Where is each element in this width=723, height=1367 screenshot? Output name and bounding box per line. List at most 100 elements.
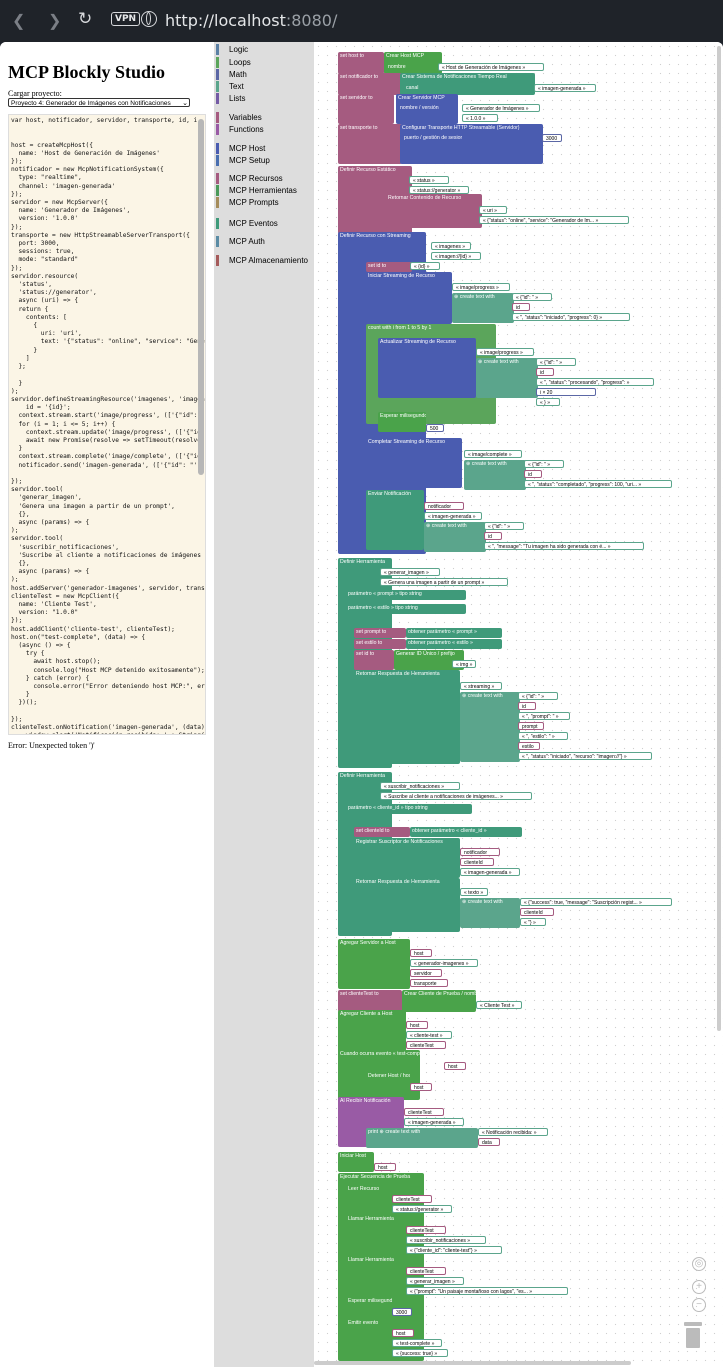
code-scrollbar[interactable] — [198, 119, 204, 475]
block-input-value[interactable]: « {"id": " » — [518, 692, 558, 700]
block-input-value[interactable]: host — [406, 1021, 428, 1029]
workspace-block[interactable]: obtener parámetro « prompt » — [406, 628, 502, 638]
block-input-value[interactable]: clienteId — [460, 858, 494, 866]
workspace-block[interactable]: Emitir evento — [346, 1319, 392, 1357]
workspace-block[interactable]: set id to — [354, 650, 394, 670]
address-bar[interactable]: http://localhost:8080/ — [165, 11, 337, 30]
reload-icon[interactable]: ↻ — [78, 9, 93, 28]
workspace-block[interactable]: ⊕ create text with — [460, 898, 520, 928]
workspace-block[interactable]: Llamar Herramienta — [346, 1215, 406, 1255]
toolbox-category[interactable]: MCP Herramientas — [214, 185, 297, 196]
block-input-value[interactable]: « Suscribe al cliente a notificaciones d… — [380, 792, 532, 800]
block-input-value[interactable]: « imagen://{id} » — [431, 252, 481, 260]
workspace-block[interactable]: set servidor to — [338, 94, 394, 124]
workspace-block[interactable]: Leer Recurso — [346, 1185, 392, 1217]
toolbox-category[interactable]: MCP Auth — [214, 236, 265, 247]
block-input-value[interactable]: « imagen-generada » — [404, 1118, 464, 1126]
block-input-value[interactable]: « {"id": " » — [512, 293, 552, 301]
block-input-value[interactable]: prompt — [518, 722, 544, 730]
workspace-block[interactable]: ⊕ create text with — [476, 358, 538, 398]
toolbox-category[interactable]: MCP Setup — [214, 155, 270, 166]
block-input-value[interactable]: servidor — [410, 969, 442, 977]
workspace-block[interactable]: set clienteTest to — [338, 990, 402, 1012]
block-input-value[interactable]: host — [392, 1329, 414, 1337]
block-input-value[interactable]: « ", "status": "completado", "progress":… — [524, 480, 672, 488]
block-input-value[interactable]: « ", "status": "procesando", "progress":… — [536, 378, 654, 386]
workspace-block[interactable]: Registrar Suscriptor de Notificaciones — [354, 838, 460, 878]
project-select[interactable]: Proyecto 4: Generador de Imágenes con No… — [8, 98, 190, 107]
block-input-value[interactable]: « ", "status": "iniciado", "progress": 0… — [512, 313, 630, 321]
toolbox-category[interactable]: Loops — [214, 57, 251, 68]
workspace-block[interactable]: parámetro « prompt » tipo string — [346, 590, 466, 600]
block-input-value[interactable]: i × 20 — [536, 388, 596, 396]
block-input-value[interactable]: 3000 — [392, 1308, 412, 1316]
block-input-value[interactable]: « suscribir_notificaciones » — [406, 1236, 486, 1244]
block-input-value[interactable]: « suscribir_notificaciones » — [380, 782, 460, 790]
zoom-in-icon[interactable]: + — [692, 1280, 706, 1294]
workspace-block[interactable]: Iniciar Host — [338, 1152, 374, 1172]
block-input-value[interactable]: id — [518, 702, 536, 710]
workspace-block[interactable]: parámetro « cliente_id » tipo string — [346, 804, 472, 814]
block-input-value[interactable]: « ", "message": "Tu imagen ha sido gener… — [484, 542, 644, 550]
block-input-value[interactable]: notificador — [424, 502, 464, 510]
block-input-value[interactable]: « test-complete » — [392, 1339, 442, 1347]
block-input-value[interactable]: « 1.0.0 » — [462, 114, 498, 122]
workspace-block[interactable]: puerto / gestión de sesiones / modo — [402, 134, 462, 160]
block-input-value[interactable]: host — [444, 1062, 466, 1070]
block-input-value[interactable]: id — [536, 368, 554, 376]
block-input-value[interactable]: « {"prompt": "Un paisaje montañoso con l… — [406, 1287, 568, 1295]
block-input-value[interactable]: « {"cliente_id": "cliente-test"} » — [406, 1246, 502, 1254]
back-icon[interactable]: ❮ — [12, 13, 26, 30]
workspace-block[interactable]: Detener Host / host — [366, 1072, 410, 1094]
workspace-block[interactable]: set id to — [366, 262, 412, 272]
block-input-value[interactable]: « imagen-generada » — [460, 868, 520, 876]
blockly-workspace[interactable]: ◎ + − set host to Crear Host MCP nombre « H… — [314, 42, 723, 1367]
block-input-value[interactable]: 500 — [426, 424, 444, 432]
block-input-value[interactable]: data — [478, 1138, 500, 1146]
workspace-block[interactable]: set prompt to — [354, 628, 406, 638]
workspace-block[interactable]: Retornar Contenido de Recurso — [386, 194, 482, 228]
vpn-badge[interactable]: VPN — [111, 12, 141, 26]
block-input-value[interactable]: « {"id": " » — [524, 460, 564, 468]
block-input-value[interactable]: « Genera una imagen a partir de un promp… — [380, 578, 508, 586]
block-input-value[interactable]: clienteTest — [392, 1195, 432, 1203]
workspace-block[interactable]: ⊕ create text with — [452, 293, 514, 323]
workspace-block[interactable]: Crear Cliente de Prueba / nombre — [402, 990, 476, 1012]
toolbox-category[interactable]: MCP Eventos — [214, 218, 278, 229]
block-input-value[interactable]: « status://generator » — [392, 1205, 452, 1213]
workspace-block[interactable]: print ⊕ create text with — [366, 1128, 478, 1148]
workspace-block[interactable]: nombre / versión — [398, 104, 448, 120]
toolbox-category[interactable]: Logic — [214, 44, 248, 55]
block-input-value[interactable]: « generar_imagen » — [406, 1277, 464, 1285]
workspace-block[interactable]: Esperar milisegundos — [378, 412, 426, 432]
block-input-value[interactable]: « {"id": " » — [536, 358, 576, 366]
workspace-block[interactable]: Retornar Respuesta de Herramienta — [354, 878, 460, 932]
block-input-value[interactable]: estilo — [518, 742, 540, 750]
workspace-block[interactable]: Actualizar Streaming de Recurso — [378, 338, 476, 398]
toolbox-category[interactable]: MCP Prompts — [214, 197, 279, 208]
toolbox-category[interactable]: Lists — [214, 93, 245, 104]
block-input-value[interactable]: « imagen-generada » — [534, 84, 596, 92]
block-input-value[interactable]: « ", "prompt": " » — [518, 712, 570, 720]
block-input-value[interactable]: « status://generator » — [409, 186, 469, 194]
block-input-value[interactable]: « image/complete » — [464, 450, 522, 458]
workspace-horizontal-scrollbar[interactable] — [314, 1361, 631, 1365]
workspace-block[interactable]: canal — [404, 84, 434, 92]
block-input-value[interactable]: « ", "status": "iniciado", "recurso": "i… — [518, 752, 652, 760]
block-input-value[interactable]: « generar_imagen » — [380, 568, 440, 576]
block-input-value[interactable]: « } » — [536, 398, 560, 406]
block-input-value[interactable]: « {"status": "online", "service": "Gener… — [479, 216, 629, 224]
block-input-value[interactable]: clienteTest — [406, 1226, 446, 1234]
workspace-block[interactable]: Llamar Herramienta — [346, 1256, 406, 1296]
block-input-value[interactable]: « Notificación recibida: » — [478, 1128, 548, 1136]
workspace-block[interactable]: Agregar Cliente a Host — [338, 1010, 406, 1054]
block-input-value[interactable]: « imagen-generada » — [424, 512, 482, 520]
block-input-value[interactable]: « Cliente Test » — [476, 1001, 522, 1009]
toolbox-category[interactable]: Text — [214, 81, 244, 92]
toolbox-category[interactable]: Math — [214, 69, 247, 80]
block-input-value[interactable]: « image/progress » — [452, 283, 510, 291]
toolbox-category[interactable]: Variables — [214, 112, 262, 123]
block-input-value[interactable]: id — [484, 532, 502, 540]
workspace-block[interactable]: nombre — [386, 63, 426, 71]
block-input-value[interactable]: id — [512, 303, 530, 311]
